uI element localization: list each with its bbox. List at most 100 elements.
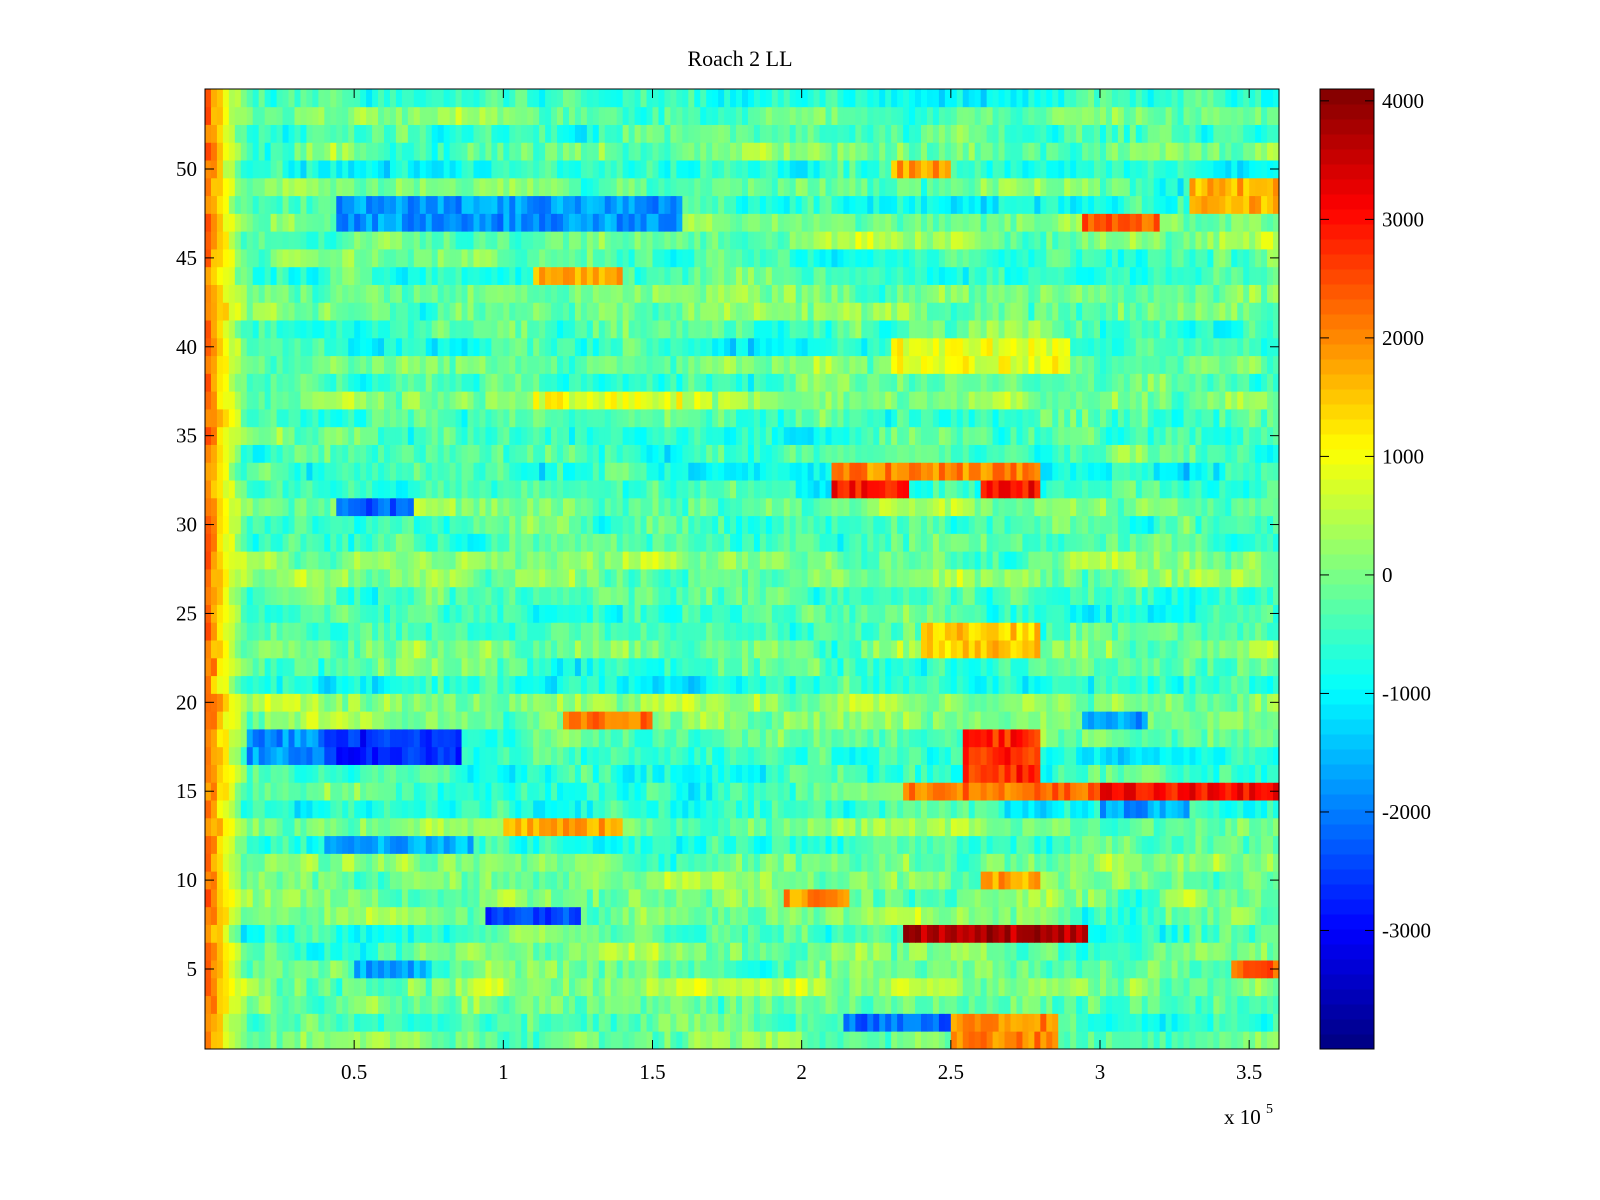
heatmap-cell <box>1261 640 1268 659</box>
heatmap-cell <box>378 569 385 588</box>
heatmap-cell <box>205 586 212 605</box>
heatmap-cell <box>252 657 260 677</box>
heatmap-cell <box>312 622 319 641</box>
heatmap-cell <box>789 622 797 641</box>
heatmap-cell <box>771 835 779 854</box>
heatmap-cell <box>1225 569 1232 588</box>
heatmap-cell <box>855 551 862 570</box>
heatmap-cell <box>1141 729 1149 748</box>
heatmap-cell <box>789 693 797 712</box>
heatmap-cell <box>1189 924 1197 943</box>
heatmap-cell <box>205 551 212 570</box>
heatmap-cell <box>986 995 994 1014</box>
heatmap-cell <box>926 782 934 801</box>
heatmap-cell <box>1058 960 1065 979</box>
heatmap-cell <box>879 853 886 872</box>
heatmap-cell <box>473 711 481 730</box>
heatmap-cell <box>730 711 737 730</box>
heatmap-cell <box>1141 693 1149 712</box>
heatmap-cell <box>1231 942 1238 961</box>
heatmap-cell <box>885 1031 892 1050</box>
heatmap-cell <box>992 942 1000 961</box>
heatmap-cell <box>222 835 230 854</box>
heatmap-cell <box>1195 924 1203 943</box>
heatmap-cell <box>282 657 290 677</box>
heatmap-cell <box>1189 586 1197 605</box>
heatmap-cell <box>849 871 856 890</box>
heatmap-cell <box>962 675 970 694</box>
heatmap-cell <box>1022 640 1029 659</box>
heatmap-cell <box>360 782 367 801</box>
heatmap-cell <box>580 960 588 979</box>
heatmap-cell <box>1237 1013 1244 1032</box>
heatmap-cell <box>580 746 588 765</box>
heatmap-cell <box>622 1013 630 1032</box>
heatmap-cell <box>640 586 648 605</box>
heatmap-cell <box>1171 622 1179 641</box>
heatmap-cell <box>897 729 904 748</box>
heatmap-cell <box>986 871 994 890</box>
heatmap-cell <box>312 1013 319 1032</box>
heatmap-cell <box>568 693 576 712</box>
heatmap-cell <box>330 551 337 570</box>
heatmap-cell <box>366 960 373 979</box>
heatmap-cell <box>1195 711 1203 730</box>
heatmap-cell <box>974 657 982 677</box>
heatmap-cell <box>270 977 278 997</box>
heatmap-cell <box>956 871 964 890</box>
heatmap-cell <box>1255 995 1262 1014</box>
heatmap-cell <box>998 853 1006 872</box>
heatmap-cell <box>801 995 809 1014</box>
heatmap-cell <box>318 942 325 961</box>
heatmap-cell <box>574 977 582 997</box>
heatmap-cell <box>312 764 319 783</box>
heatmap-cell <box>258 871 266 890</box>
heatmap-cell <box>688 942 695 961</box>
heatmap-cell <box>700 835 707 854</box>
heatmap-cell <box>777 622 785 641</box>
heatmap-cell <box>700 942 707 961</box>
heatmap-cell <box>348 889 355 908</box>
heatmap-cell <box>1195 604 1203 623</box>
heatmap-cell <box>646 853 654 872</box>
heatmap-cell <box>849 960 856 979</box>
heatmap-cell <box>533 871 540 890</box>
heatmap-cell <box>789 729 797 748</box>
heatmap-cell <box>527 640 534 659</box>
heatmap-cell <box>563 835 570 854</box>
heatmap-cell <box>1004 800 1012 819</box>
heatmap-cell <box>891 604 898 623</box>
heatmap-cell <box>670 746 677 765</box>
heatmap-cell <box>515 1031 522 1050</box>
heatmap-cell <box>437 782 445 801</box>
heatmap-cell <box>479 746 487 765</box>
heatmap-cell <box>527 960 534 979</box>
heatmap-cell <box>1082 906 1089 925</box>
heatmap-cell <box>658 711 666 730</box>
heatmap-cell <box>1165 711 1173 730</box>
heatmap-cell <box>855 640 862 659</box>
heatmap-cell <box>389 622 397 641</box>
heatmap-cell <box>759 693 767 712</box>
heatmap-cell <box>395 906 403 925</box>
heatmap-cell <box>1022 657 1029 677</box>
heatmap-cell <box>873 693 880 712</box>
heatmap-cell <box>551 1031 558 1050</box>
heatmap-cell <box>592 995 600 1014</box>
heatmap-cell <box>1213 942 1220 961</box>
heatmap-cell <box>568 835 576 854</box>
heatmap-cell <box>1261 622 1268 641</box>
heatmap-cell <box>294 693 302 712</box>
heatmap-cell <box>628 1031 636 1050</box>
heatmap-cell <box>1135 960 1143 979</box>
heatmap-cell <box>1255 782 1262 801</box>
heatmap-cell <box>294 764 302 783</box>
heatmap-cell <box>855 693 862 712</box>
heatmap-cell <box>885 835 892 854</box>
heatmap-cell <box>545 746 552 765</box>
heatmap-cell <box>944 782 952 801</box>
heatmap-cell <box>807 817 815 837</box>
heatmap-cell <box>449 586 457 605</box>
heatmap-cell <box>998 640 1006 659</box>
heatmap-cell <box>1046 675 1053 694</box>
